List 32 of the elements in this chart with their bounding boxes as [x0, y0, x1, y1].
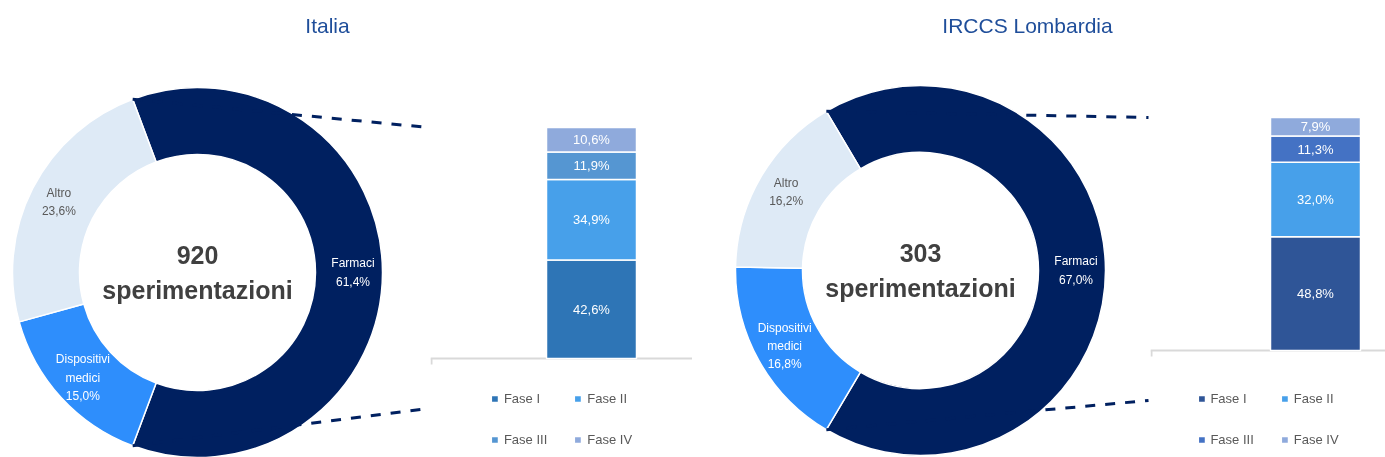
legend-label: Fase II: [587, 391, 628, 406]
slice-label: Altro: [773, 176, 799, 191]
data-label: 48,8%: [1297, 286, 1335, 302]
slice-label: Dispositivi medici: [55, 352, 110, 385]
data-label: 7,9%: [1300, 119, 1331, 135]
data-label: 11,3%: [1297, 141, 1334, 157]
chart-title: Italia: [305, 14, 350, 37]
text: 303 sperimentazioni: [825, 239, 1016, 302]
legend-label: Fase IV: [1293, 432, 1339, 447]
data-label: 67,0%: [1059, 272, 1094, 287]
data-label: 34,9%: [573, 212, 611, 228]
legend-label: Fase III: [503, 432, 548, 447]
data-label: 61,4%: [336, 274, 371, 289]
legend-label: Fase III: [1210, 432, 1254, 447]
data-label: 42,6%: [573, 301, 611, 317]
legend-label: Fase I: [503, 391, 541, 406]
data-label: 16,8%: [767, 357, 803, 372]
legend-label: Fase IV: [587, 432, 633, 447]
slice-label: Altro: [46, 185, 72, 200]
data-label: 32,0%: [1297, 192, 1335, 208]
slice-label: Farmaci: [331, 256, 375, 271]
legend-label: Fase II: [1293, 391, 1334, 406]
text: 920 sperimentazioni: [102, 241, 293, 304]
data-label: 23,6%: [41, 204, 77, 218]
slice-label: Farmaci: [1054, 254, 1098, 269]
data-label: 11,9%: [573, 158, 610, 174]
chart-title: IRCCS Lombardia: [942, 14, 1114, 37]
slice-label: Dispositivi medici: [757, 321, 812, 354]
data-label: 15,0%: [65, 388, 101, 403]
legend-label: Fase I: [1210, 391, 1247, 406]
data-label: 16,2%: [769, 194, 804, 209]
data-label: 10,6%: [573, 132, 611, 148]
